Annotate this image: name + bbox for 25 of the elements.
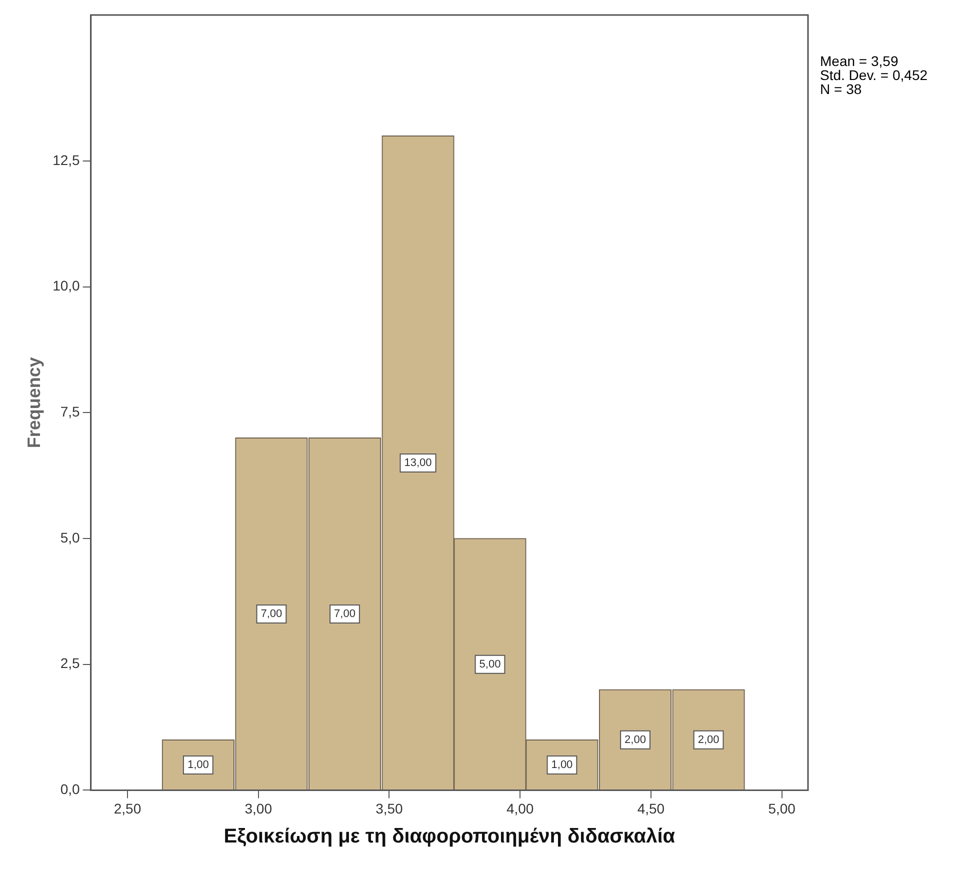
- data-label: 13,00: [404, 457, 432, 470]
- y-axis-title: Frequency: [24, 357, 44, 448]
- data-label: 2,00: [698, 734, 720, 746]
- x-tick-label: 3,00: [244, 800, 272, 816]
- y-tick-label: 12,5: [52, 152, 80, 168]
- y-tick-label: 7,5: [60, 404, 80, 420]
- text: Std. Dev. = 0,452: [820, 66, 928, 83]
- y-tick-label: 0,0: [60, 781, 80, 798]
- data-label: 7,00: [334, 608, 356, 620]
- x-tick-label: 4,50: [637, 800, 665, 816]
- data-label: 1,00: [551, 759, 573, 772]
- data-label: 2,00: [624, 734, 646, 746]
- text: N = 38: [820, 80, 862, 97]
- y-tick-label: 10,0: [52, 278, 80, 294]
- x-axis-title: Εξοικείωση με τη διαφοροποιημένη διδασκαλία: [224, 826, 676, 848]
- data-label: 5,00: [479, 658, 501, 670]
- x-tick-label: 4,00: [506, 800, 534, 816]
- text: Mean = 3,59: [820, 52, 898, 69]
- x-tick-label: 5,00: [768, 800, 796, 816]
- y-tick-label: 5,0: [60, 529, 80, 546]
- data-label: 1,00: [187, 759, 209, 772]
- x-tick-label: 3,50: [376, 800, 404, 816]
- x-tick-label: 2,50: [114, 800, 142, 816]
- data-label: 7,00: [260, 608, 282, 620]
- y-tick-label: 2,5: [60, 655, 80, 672]
